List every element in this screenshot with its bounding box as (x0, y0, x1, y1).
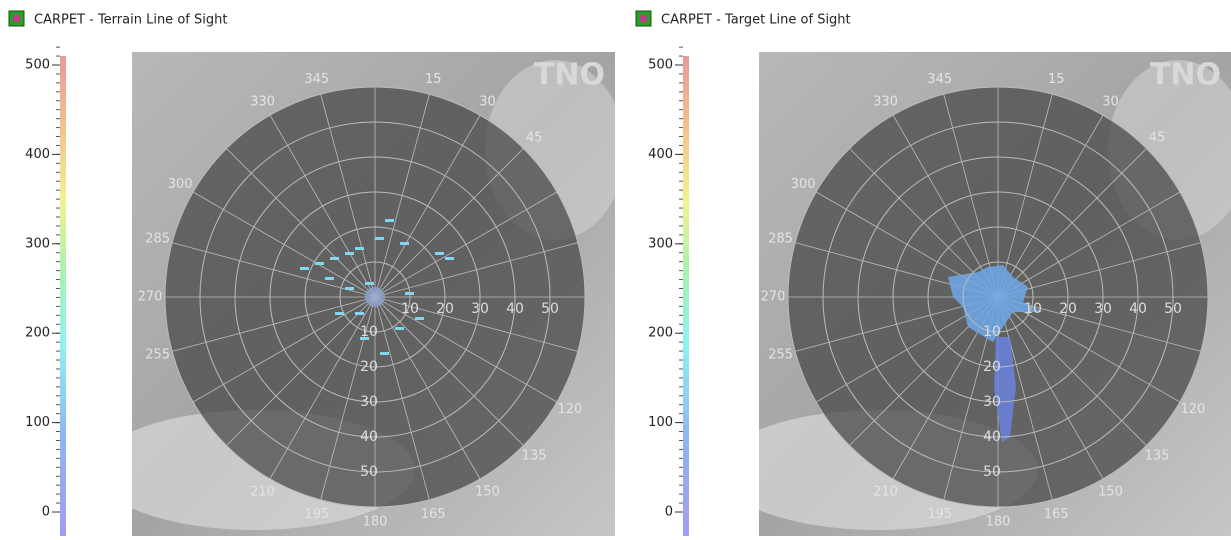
range-label-south: 10 (983, 324, 1001, 340)
bearing-label: 150 (475, 484, 500, 499)
bearing-label: 210 (873, 484, 898, 499)
bearing-label: 150 (1098, 484, 1123, 499)
bearing-label: 180 (986, 515, 1011, 530)
bearing-label: 330 (873, 95, 898, 110)
watermark: TNO (534, 58, 605, 93)
bearing-label: 255 (145, 348, 170, 363)
bearing-label: 45 (1149, 130, 1166, 145)
visibility-patch (355, 312, 364, 315)
colorbar-tick-label: 0 (665, 505, 673, 520)
bearing-label: 165 (421, 507, 446, 522)
colorbar-tick-label: 400 (648, 147, 673, 162)
visibility-patch (375, 237, 384, 240)
bearing-label: 300 (168, 177, 193, 192)
bearing-label: 30 (479, 95, 496, 110)
colorbar-tick-label: 0 (42, 505, 50, 520)
bearing-label: 285 (768, 231, 793, 246)
colorbar-tick-label: 500 (25, 58, 50, 73)
range-label-east: 40 (506, 301, 524, 317)
colorbar (60, 56, 66, 536)
visibility-patch (335, 312, 344, 315)
range-label-south: 40 (983, 429, 1001, 445)
bearing-label: 120 (1180, 402, 1205, 417)
range-label-east: 30 (471, 301, 489, 317)
range-label-south: 20 (983, 359, 1001, 375)
visibility-patch (385, 219, 394, 222)
bearing-label: 195 (304, 507, 329, 522)
visibility-patch (445, 257, 454, 260)
visibility-patch (395, 327, 404, 330)
bearing-label: 45 (526, 130, 543, 145)
colorbar-tick-label: 500 (648, 58, 673, 73)
visibility-patch (380, 352, 389, 355)
visibility-patch (325, 277, 334, 280)
range-label-east: 10 (401, 301, 419, 317)
range-label-east: 40 (1129, 301, 1147, 317)
bearing-label: 135 (522, 449, 547, 464)
bearing-label: 120 (557, 402, 582, 417)
visibility-patch (400, 242, 409, 245)
watermark: TNO (1150, 58, 1221, 93)
colorbar-tick-label: 400 (25, 147, 50, 162)
range-label-east: 30 (1094, 301, 1112, 317)
bearing-label: 270 (138, 290, 163, 305)
bearing-label: 30 (1102, 95, 1119, 110)
window-title: CARPET - Terrain Line of Sight (34, 13, 227, 28)
range-label-south: 50 (983, 464, 1001, 480)
colorbar-tick-label: 300 (648, 236, 673, 251)
bearing-label: 255 (768, 348, 793, 363)
range-label-south: 40 (360, 429, 378, 445)
app-icon-detail (13, 15, 20, 22)
colorbar-tick-label: 300 (25, 236, 50, 251)
colorbar-tick-label: 100 (648, 415, 673, 430)
bearing-label: 15 (425, 72, 442, 87)
bearing-label: 15 (1048, 72, 1065, 87)
bearing-label: 135 (1145, 449, 1170, 464)
colorbar-tick-label: 200 (648, 326, 673, 341)
visibility-patch (345, 252, 354, 255)
range-label-south: 30 (983, 394, 1001, 410)
colorbar (683, 56, 689, 536)
visibility-patch (330, 257, 339, 260)
window-title: CARPET - Target Line of Sight (661, 13, 851, 28)
colorbar-tick-label: 100 (25, 415, 50, 430)
map-view: TNO 10 10 20 20 30 30 40 40 50 50 15 30 45 120 135 150 16… (718, 52, 1231, 536)
visibility-patch (365, 282, 374, 285)
panel: CARPET - Terrain Line of Sight 0 100 200 300… (9, 11, 625, 536)
app-icon-detail (640, 15, 647, 22)
visibility-patch (355, 247, 364, 250)
visibility-patch (435, 252, 444, 255)
range-label-east: 20 (436, 301, 454, 317)
range-label-south: 50 (360, 464, 378, 480)
range-label-east: 10 (1024, 301, 1042, 317)
bearing-label: 330 (250, 95, 275, 110)
range-label-east: 20 (1059, 301, 1077, 317)
map-view: TNO 10 10 20 20 30 30 40 40 50 50 15 30 45 120 135 150 16… (95, 52, 625, 536)
bearing-label: 300 (791, 177, 816, 192)
bearing-label: 180 (363, 515, 388, 530)
colorbar-tick-label: 200 (25, 326, 50, 341)
visibility-patch (300, 267, 309, 270)
range-label-east: 50 (1164, 301, 1182, 317)
bearing-label: 270 (761, 290, 786, 305)
panel: CARPET - Target Line of Sight 0 100 200 300 4… (636, 11, 1231, 536)
visibility-patch (415, 317, 424, 320)
app-window: CARPET - Terrain Line of Sight0100200300… (0, 0, 1231, 536)
bearing-label: 210 (250, 484, 275, 499)
visibility-patch (345, 287, 354, 290)
bearing-label: 285 (145, 231, 170, 246)
bearing-label: 345 (927, 72, 952, 87)
bearing-label: 165 (1044, 507, 1069, 522)
visibility-core (365, 287, 385, 307)
range-label-south: 20 (360, 359, 378, 375)
range-label-east: 50 (541, 301, 559, 317)
range-label-south: 30 (360, 394, 378, 410)
visibility-patch (315, 262, 324, 265)
bearing-label: 345 (304, 72, 329, 87)
bearing-label: 195 (927, 507, 952, 522)
range-label-south: 10 (360, 324, 378, 340)
